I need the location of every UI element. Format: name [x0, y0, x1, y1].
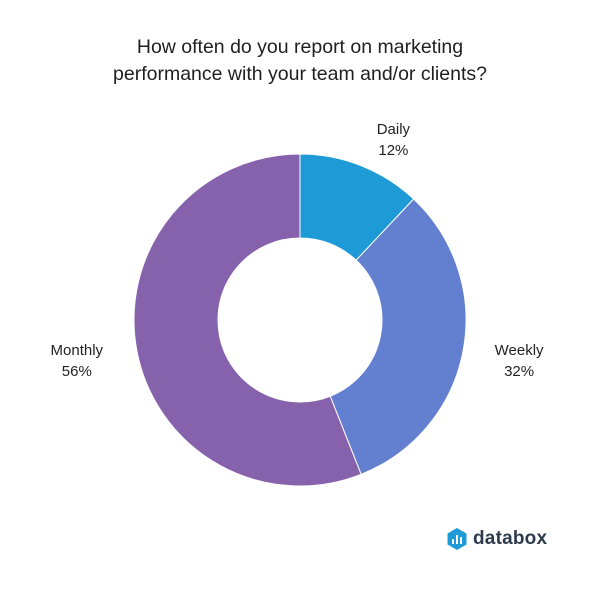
databox-logo-icon [447, 528, 467, 550]
slice-weekly [329, 198, 467, 475]
slice-labels: Daily 12% Weekly 32% Monthly 56% [51, 121, 545, 380]
slice-label-monthly: Monthly 56% [51, 342, 104, 380]
slice-label-value: 32% [504, 363, 534, 380]
slice-label-value: 56% [62, 363, 92, 380]
chart-title: How often do you report on marketing per… [0, 34, 600, 88]
brand-name: databox [473, 528, 548, 549]
slice-label-name: Weekly [495, 342, 544, 359]
chart-title-line-1: How often do you report on marketing [136, 36, 464, 58]
slice-label-name: Daily [377, 121, 411, 138]
slice-label-value: 12% [378, 142, 408, 159]
databox-brand: databox [447, 527, 547, 551]
chart-title-line-2: performance with your team and/or client… [113, 63, 487, 85]
donut-slices [133, 153, 467, 487]
slice-monthly [133, 153, 362, 487]
slice-label-name: Monthly [51, 342, 104, 359]
slice-label-weekly: Weekly 32% [495, 342, 544, 380]
slice-label-daily: Daily 12% [377, 121, 411, 159]
